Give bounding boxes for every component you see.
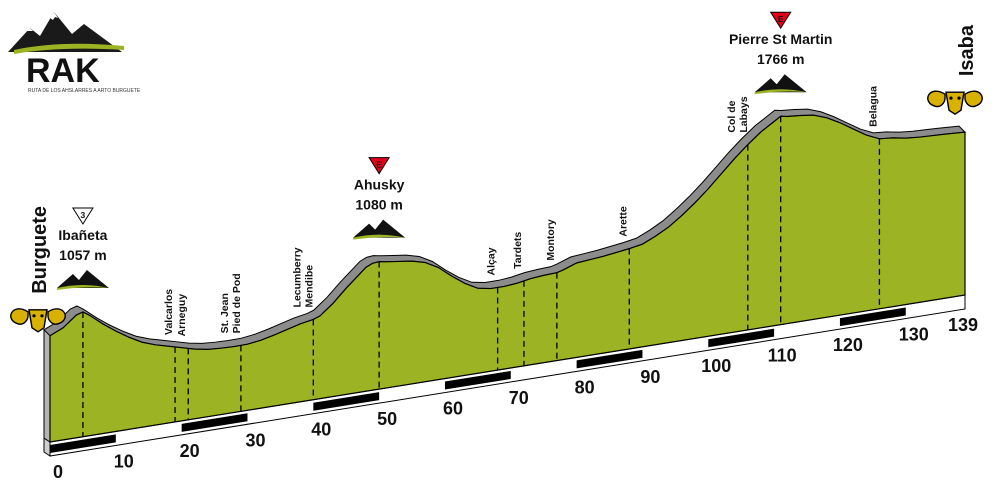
- climb-category-badge: [72, 207, 94, 225]
- km-tick-label: 110: [768, 346, 797, 366]
- km-tick-label: 60: [443, 399, 463, 419]
- rak-logo: RAK RUTA DE LOS AHSLARRES A ARTO BURGUET…: [8, 12, 141, 94]
- mountain-snow: [27, 12, 58, 31]
- town-label-group: Col de Labays: [726, 96, 750, 132]
- km-tick-label: 80: [575, 377, 595, 397]
- logo-tagline: RUTA DE LOS AHSLARRES A ARTO BURGUETE: [28, 88, 141, 94]
- ram-icon: [927, 90, 983, 116]
- town-label: Col de: [726, 100, 738, 132]
- climb-category-label: E: [778, 14, 784, 24]
- logo-text: RAK: [26, 52, 100, 90]
- profile-side: [43, 328, 51, 443]
- summit-mountain-icon: [56, 269, 109, 288]
- ram-face: [945, 91, 965, 116]
- km-tick-label: 120: [833, 335, 863, 355]
- distance-band-segment: [50, 434, 116, 453]
- ram-icon: [10, 308, 66, 333]
- town-label-group: St. Jean Pied de Pod: [219, 273, 243, 333]
- town-label-group: Arneguy: [176, 294, 188, 337]
- ram-eye: [40, 314, 44, 318]
- town-label-group: Lecumberry Mendibe: [291, 247, 315, 307]
- summit-swoosh: [353, 234, 406, 240]
- summit-name-label: Ibañeta: [58, 227, 107, 243]
- km-tick-label: 139: [948, 315, 978, 335]
- town-label-group: Alçay: [486, 247, 498, 275]
- mountain-icon: [8, 12, 122, 52]
- town-label: Belagua: [867, 86, 879, 127]
- logo-swoosh: [14, 43, 124, 54]
- km-tick-label: 100: [701, 356, 731, 376]
- town-label: Valcarlos: [163, 289, 175, 335]
- endpoint-label-group: Isaba: [956, 24, 978, 76]
- town-label-group: Belagua: [867, 86, 879, 127]
- town-label-group: Montory: [545, 219, 557, 261]
- distance-band-segment: [839, 307, 906, 327]
- town-label: St. Jean: [219, 293, 231, 333]
- town-label-line2: Labays: [738, 96, 750, 132]
- distance-band-segment: [576, 349, 643, 369]
- ram-eye: [957, 96, 961, 100]
- ram-horn-right: [964, 90, 983, 108]
- summit-elevation-label: 1057 m: [59, 247, 106, 263]
- summit-mountain-icon: [353, 219, 406, 238]
- distance-band-segment: [444, 370, 511, 390]
- ram-horn-right: [47, 308, 66, 325]
- town-label: Lecumberry: [291, 247, 303, 307]
- town-label: Arneguy: [176, 294, 188, 337]
- distance-band-segment: [313, 392, 380, 411]
- endpoint-label: Burguete: [29, 206, 51, 294]
- climb-category-label: 3: [81, 210, 86, 220]
- distance-band-segment: [708, 328, 775, 348]
- summit-elevation-label: 1766 m: [757, 51, 804, 67]
- town-label: Alçay: [486, 247, 498, 275]
- summit-name-label: Ahusky: [354, 177, 405, 193]
- km-tick-label: 30: [245, 430, 265, 450]
- summit-mountain-icon: [754, 74, 807, 93]
- km-tick-label: 90: [640, 367, 660, 387]
- ram-horn-left: [927, 90, 946, 108]
- summit-swoosh: [56, 284, 109, 290]
- town-label-line2: Pied de Pod: [231, 273, 243, 333]
- ram-face: [28, 309, 48, 333]
- town-label-group: Arette: [617, 206, 629, 237]
- endpoint-label: Isaba: [956, 24, 978, 76]
- km-tick-label: 0: [53, 462, 63, 482]
- km-tick-label: 40: [311, 420, 331, 440]
- summit-swoosh: [754, 89, 807, 95]
- endpoint-label-group: Burguete: [29, 206, 51, 294]
- km-tick-label: 50: [377, 409, 397, 429]
- km-tick-label: 10: [114, 451, 134, 471]
- town-label-group: Tardets: [512, 232, 524, 269]
- ram-eye: [949, 96, 953, 100]
- town-label: Montory: [545, 219, 557, 261]
- climb-category-badge: [769, 11, 792, 30]
- town-label-line2: Mendibe: [303, 265, 315, 308]
- km-tick-label: 130: [899, 325, 929, 345]
- town-label-group: Valcarlos: [163, 289, 175, 335]
- climb-category-label: E: [376, 160, 382, 170]
- ram-eye: [32, 314, 36, 318]
- summit-elevation-label: 1080 m: [355, 197, 402, 213]
- town-label: Arette: [617, 206, 629, 237]
- climb-category-badge: [368, 157, 391, 175]
- km-tick-label: 70: [509, 388, 529, 408]
- distance-band-segment: [181, 413, 248, 432]
- ram-horn-left: [10, 308, 29, 325]
- summit-name-label: Pierre St Martin: [729, 31, 832, 47]
- km-tick-label: 20: [180, 441, 200, 461]
- town-label: Tardets: [512, 232, 524, 269]
